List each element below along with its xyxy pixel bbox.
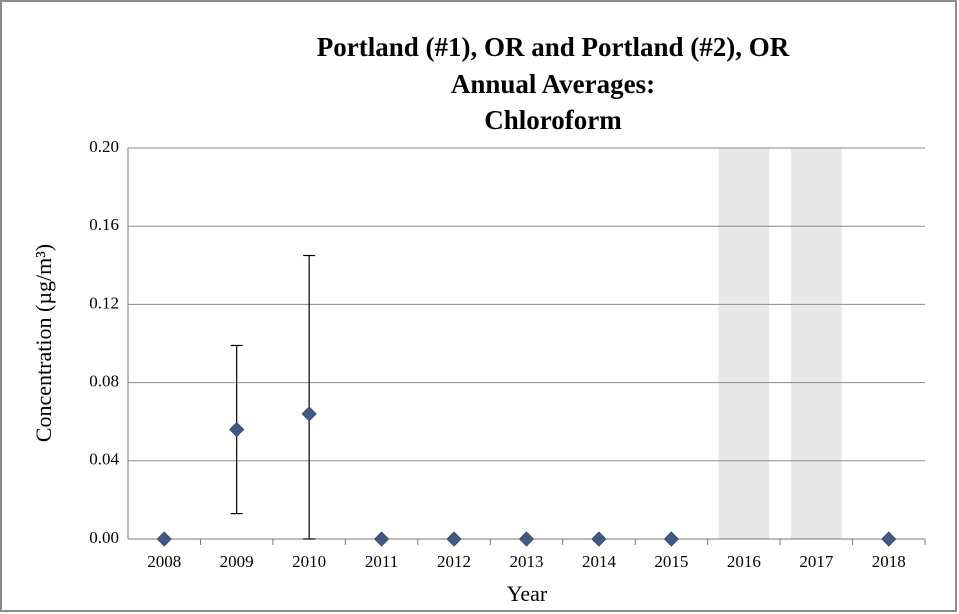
error-bar — [303, 254, 316, 540]
missing-band — [790, 148, 842, 539]
x-tick-label: 2017 — [799, 552, 834, 571]
marker — [591, 531, 607, 547]
marker — [301, 406, 317, 422]
x-tick-label: 2012 — [437, 552, 471, 571]
x-tick-label: 2010 — [292, 552, 326, 571]
x-tick-label: 2015 — [654, 552, 688, 571]
chart-title: Annual Averages: — [451, 69, 655, 99]
marker — [663, 531, 679, 547]
chart-title: Chloroform — [484, 105, 622, 135]
marker — [446, 531, 462, 547]
y-tick-label: 0.04 — [89, 450, 119, 469]
y-tick-label: 0.16 — [89, 215, 119, 234]
y-axis-title: Concentration (µg/m³) — [31, 244, 56, 442]
marker — [156, 531, 172, 547]
marker — [374, 531, 390, 547]
x-tick-label: 2008 — [147, 552, 181, 571]
chart-title: Portland (#1), OR and Portland (#2), OR — [317, 32, 790, 62]
marker — [229, 421, 245, 438]
x-tick-label: 2011 — [365, 552, 398, 571]
marker — [518, 531, 535, 547]
marker — [881, 531, 897, 547]
y-tick-label: 0.20 — [89, 137, 119, 156]
x-tick-label: 2014 — [582, 552, 617, 571]
x-axis-title: Year — [507, 581, 548, 606]
x-tick-label: 2016 — [727, 552, 761, 571]
missing-band — [718, 148, 770, 539]
y-tick-label: 0.00 — [89, 528, 119, 547]
x-tick-label: 2018 — [872, 552, 906, 571]
x-tick-label: 2009 — [220, 552, 254, 571]
y-tick-label: 0.12 — [89, 293, 119, 312]
y-tick-label: 0.08 — [89, 372, 119, 391]
x-tick-label: 2013 — [510, 552, 544, 571]
